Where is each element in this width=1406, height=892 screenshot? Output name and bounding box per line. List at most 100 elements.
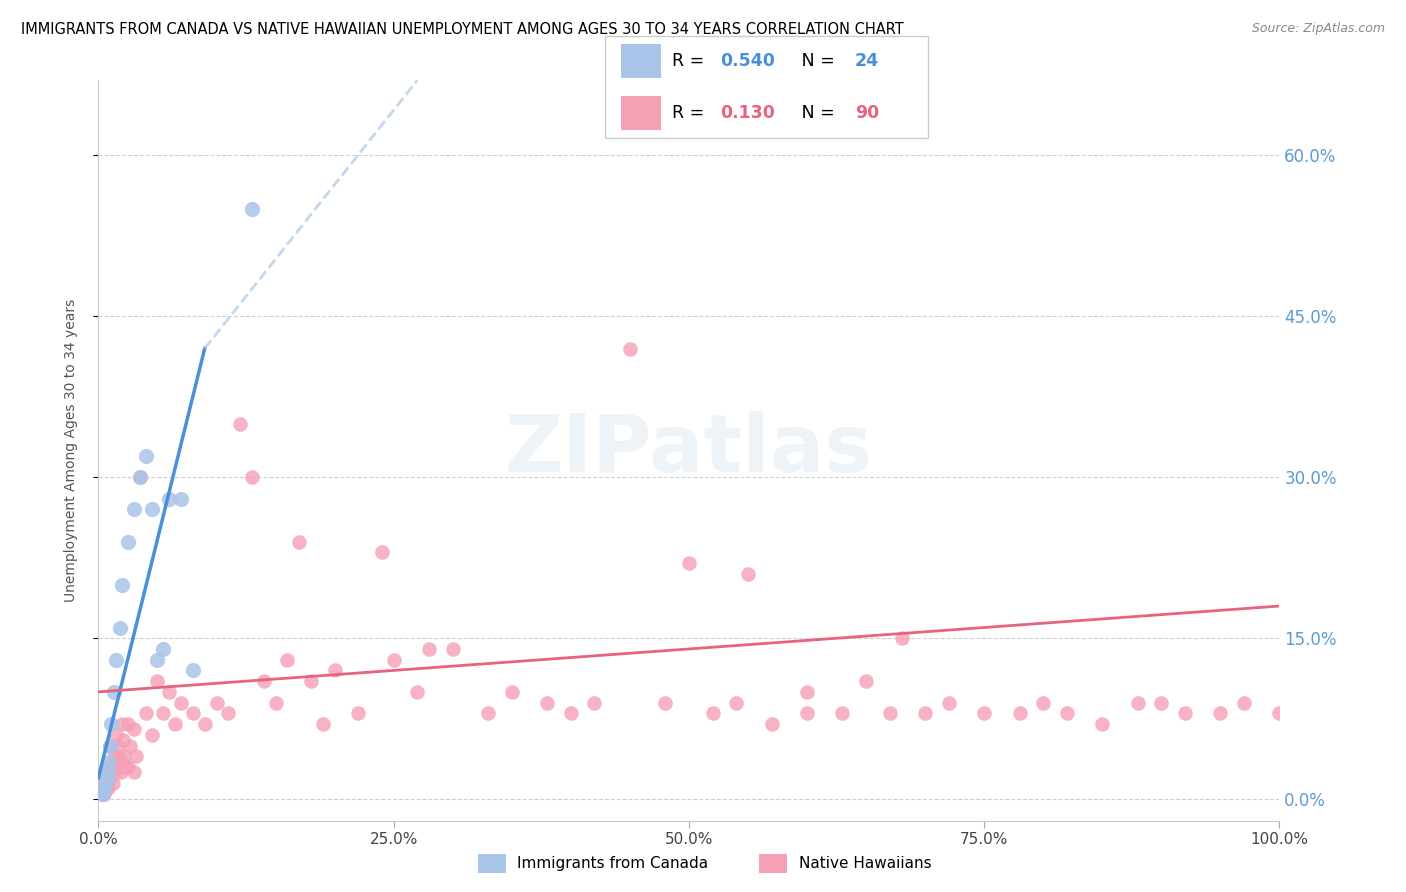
Point bbox=[1233, 696, 1256, 710]
Point bbox=[205, 696, 228, 710]
Point bbox=[477, 706, 499, 721]
Point bbox=[105, 739, 128, 753]
Point bbox=[654, 696, 676, 710]
Point bbox=[1056, 706, 1078, 721]
Point bbox=[100, 760, 122, 774]
Text: IMMIGRANTS FROM CANADA VS NATIVE HAWAIIAN UNEMPLOYMENT AMONG AGES 30 TO 34 YEARS: IMMIGRANTS FROM CANADA VS NATIVE HAWAIIA… bbox=[21, 22, 904, 37]
Point bbox=[107, 749, 129, 764]
Point bbox=[91, 787, 114, 801]
Point bbox=[152, 706, 174, 721]
Text: Immigrants from Canada: Immigrants from Canada bbox=[517, 856, 709, 871]
Point bbox=[125, 749, 148, 764]
Point bbox=[117, 760, 139, 774]
Point bbox=[93, 787, 115, 801]
Point bbox=[122, 723, 145, 737]
Point bbox=[100, 717, 122, 731]
Point bbox=[914, 706, 936, 721]
Text: 90: 90 bbox=[855, 103, 879, 121]
Point bbox=[938, 696, 960, 710]
Text: R =: R = bbox=[672, 103, 710, 121]
Point bbox=[1091, 717, 1114, 731]
Point bbox=[93, 781, 115, 796]
Point bbox=[560, 706, 582, 721]
Point bbox=[382, 653, 405, 667]
Point bbox=[141, 728, 163, 742]
Text: N =: N = bbox=[785, 103, 839, 121]
Point bbox=[1209, 706, 1232, 721]
Point bbox=[299, 674, 322, 689]
Point bbox=[103, 749, 125, 764]
Point bbox=[112, 749, 135, 764]
Point bbox=[94, 776, 117, 790]
Point bbox=[1008, 706, 1031, 721]
Point bbox=[796, 706, 818, 721]
Point bbox=[1174, 706, 1197, 721]
Point bbox=[108, 620, 131, 634]
Point bbox=[105, 728, 128, 742]
Text: 0.540: 0.540 bbox=[720, 53, 775, 70]
Point bbox=[111, 717, 134, 731]
Point bbox=[96, 781, 118, 796]
Point bbox=[98, 760, 121, 774]
Text: ZIPatlas: ZIPatlas bbox=[505, 411, 873, 490]
Point bbox=[98, 739, 121, 753]
Text: 24: 24 bbox=[855, 53, 879, 70]
Point bbox=[105, 653, 128, 667]
Point bbox=[94, 771, 117, 785]
Point bbox=[181, 706, 204, 721]
Point bbox=[347, 706, 370, 721]
Point bbox=[114, 760, 136, 774]
Point bbox=[91, 787, 114, 801]
Point bbox=[135, 449, 157, 463]
Point bbox=[97, 765, 120, 780]
Point bbox=[371, 545, 394, 559]
Point bbox=[890, 632, 912, 646]
Text: Native Hawaiians: Native Hawaiians bbox=[799, 856, 931, 871]
Point bbox=[98, 755, 121, 769]
Point bbox=[536, 696, 558, 710]
Point bbox=[98, 739, 121, 753]
Point bbox=[418, 642, 440, 657]
Point bbox=[152, 642, 174, 657]
Point bbox=[98, 771, 121, 785]
Point bbox=[288, 534, 311, 549]
Point bbox=[141, 502, 163, 516]
Point bbox=[93, 776, 115, 790]
Point bbox=[879, 706, 901, 721]
Point bbox=[97, 781, 120, 796]
Point bbox=[122, 765, 145, 780]
Point bbox=[276, 653, 298, 667]
Point bbox=[240, 202, 263, 216]
Point bbox=[181, 664, 204, 678]
Point bbox=[761, 717, 783, 731]
Point bbox=[108, 760, 131, 774]
Point bbox=[170, 696, 193, 710]
Point bbox=[1126, 696, 1149, 710]
Point bbox=[165, 717, 187, 731]
Point bbox=[1150, 696, 1173, 710]
Point bbox=[501, 685, 523, 699]
Point bbox=[135, 706, 157, 721]
Point bbox=[973, 706, 995, 721]
Point bbox=[111, 577, 134, 591]
Point bbox=[91, 787, 114, 801]
Point bbox=[229, 417, 252, 431]
Point bbox=[146, 653, 169, 667]
Point bbox=[194, 717, 217, 731]
Text: R =: R = bbox=[672, 53, 710, 70]
Text: Source: ZipAtlas.com: Source: ZipAtlas.com bbox=[1251, 22, 1385, 36]
Point bbox=[146, 674, 169, 689]
Point bbox=[217, 706, 239, 721]
Point bbox=[97, 765, 120, 780]
Point bbox=[253, 674, 276, 689]
Y-axis label: Unemployment Among Ages 30 to 34 years: Unemployment Among Ages 30 to 34 years bbox=[63, 299, 77, 602]
Point bbox=[105, 755, 128, 769]
Point bbox=[112, 733, 135, 747]
Point bbox=[406, 685, 429, 699]
Point bbox=[725, 696, 748, 710]
Point bbox=[441, 642, 464, 657]
Point bbox=[157, 491, 180, 506]
Point bbox=[583, 696, 606, 710]
Point bbox=[264, 696, 287, 710]
Point bbox=[619, 342, 641, 356]
